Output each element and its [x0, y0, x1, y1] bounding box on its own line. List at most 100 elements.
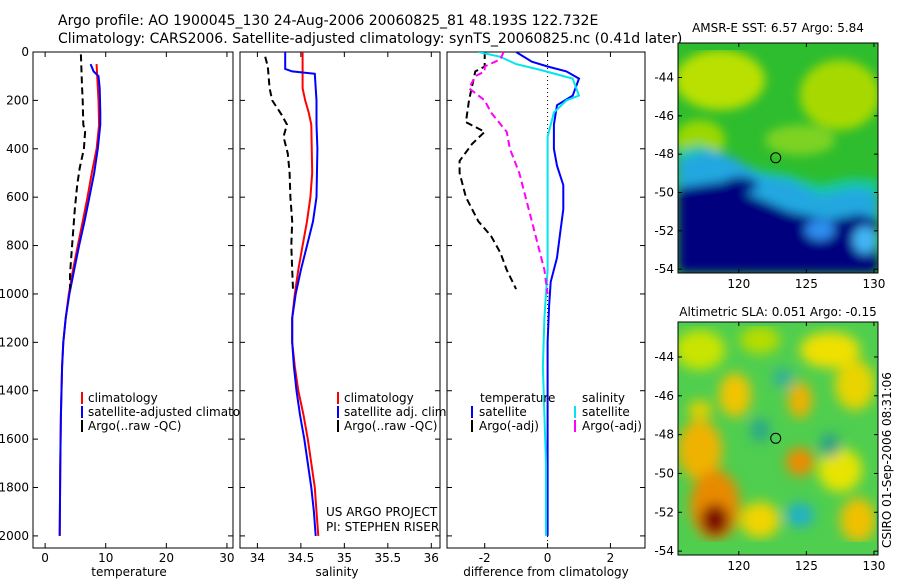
sst-lat-axis: -44 -46 -48 -50 -52 -54 — [654, 71, 878, 276]
x-tick-label: 35.5 — [374, 551, 401, 565]
legend-argo: Argo(..raw -QC) — [344, 419, 437, 433]
lat-tick-label: -46 — [654, 389, 674, 403]
x-tick-label: 20 — [159, 551, 174, 565]
y-tick-label: 1800 — [0, 481, 29, 495]
sla-lat-axis: -44 -46 -48 -50 -52 -54 — [654, 350, 878, 558]
difference-legend: temperature salinity satellite Argo(-adj… — [471, 391, 642, 433]
lat-tick-label: -54 — [654, 544, 674, 558]
lon-tick-label: 130 — [862, 559, 885, 573]
temperature-legend: climatology satellite-adjusted climatolo… — [81, 391, 258, 433]
x-tick-label: 36 — [424, 551, 439, 565]
salinity-series — [264, 52, 320, 536]
argo-position-marker — [770, 432, 782, 444]
lon-tick-label: 130 — [862, 277, 885, 291]
lat-tick-label: -50 — [654, 466, 674, 480]
y-tick-label: 400 — [6, 142, 29, 156]
legend-satellite-adj: satellite adj. clim. — [344, 405, 450, 419]
sla-map-title: Altimetric SLA: 0.051 Argo: -0.15 — [679, 305, 876, 319]
y-tick-label: 600 — [6, 190, 29, 204]
y-tick-label: 200 — [6, 93, 29, 107]
x-tick-label: 34.5 — [288, 551, 315, 565]
sla-field — [678, 322, 878, 555]
lon-tick-label: 125 — [795, 277, 818, 291]
legend-temp-satellite: satellite — [479, 405, 527, 419]
sst-lon-axis: 120 125 130 — [727, 43, 885, 291]
series-line-satellite-adjusted-climatolog — [58, 63, 102, 536]
y-tick-label: 1600 — [0, 432, 29, 446]
series-line-salinity-satellite — [478, 52, 581, 536]
y-tick-label: 1400 — [0, 384, 29, 398]
salinity-y-ticks — [240, 51, 440, 537]
legend-satellite-adjusted: satellite-adjusted climatolog — [88, 405, 258, 419]
y-tick-label: 800 — [6, 239, 29, 253]
sla-map: Altimetric SLA: 0.051 Argo: -0.15 — [654, 305, 885, 573]
lat-tick-label: -48 — [654, 428, 674, 442]
temperature-x-axis: 0 10 20 30 — [41, 52, 235, 565]
lon-tick-label: 120 — [727, 559, 750, 573]
lon-tick-label: 120 — [727, 277, 750, 291]
series-line-climatology — [291, 52, 320, 536]
x-tick-label: 35 — [337, 551, 352, 565]
temperature-plot: 0 200 400 600 800 1000 1200 1400 1600 1800 2000 0 1… — [0, 45, 258, 579]
sst-map-title: AMSR-E SST: 6.57 Argo: 5.84 — [692, 21, 864, 35]
x-tick-label: 30 — [219, 551, 234, 565]
lat-tick-label: -48 — [654, 147, 674, 161]
difference-plot: -2 0 2 difference from climatology tempera… — [446, 51, 646, 579]
project-note-line-1: US ARGO PROJECT — [326, 505, 438, 519]
lat-tick-label: -44 — [654, 71, 674, 85]
x-tick-label: 0 — [544, 551, 552, 565]
difference-xlabel: difference from climatology — [463, 565, 629, 579]
y-tick-label: 1200 — [0, 335, 29, 349]
salinity-x-axis: 34 34.5 35 35.5 36 — [250, 52, 439, 565]
temperature-xlabel: temperature — [91, 565, 166, 579]
salinity-legend: climatology satellite adj. clim. Argo(..… — [337, 391, 450, 433]
series-line-satellite-adj-clim- — [284, 52, 319, 536]
project-note-line-2: PI: STEPHEN RISER — [326, 520, 439, 534]
legend-argo: Argo(..raw -QC) — [88, 419, 181, 433]
timestamp: CSIRO 01-Sep-2006 08:31:06 — [880, 372, 894, 548]
x-tick-label: 10 — [98, 551, 113, 565]
salinity-axes-box — [239, 51, 441, 549]
x-tick-label: 0 — [41, 551, 49, 565]
legend-sal-satellite: satellite — [582, 405, 630, 419]
legend-temp-argo: Argo(-adj) — [479, 419, 539, 433]
series-line-temperature-satellite — [515, 52, 581, 536]
temperature-axes-box — [32, 51, 234, 549]
depth-axis: 0 200 400 600 800 1000 1200 1400 1600 1800 2000 — [0, 45, 233, 543]
lat-tick-label: -46 — [654, 109, 674, 123]
y-tick-label: 1000 — [0, 287, 29, 301]
salinity-plot: 34 34.5 35 35.5 36 salinity climatology sate… — [239, 51, 450, 579]
lat-tick-label: -52 — [654, 505, 674, 519]
sla-axes-box — [677, 321, 879, 556]
temperature-series — [58, 54, 102, 536]
header-line-2: Climatology: CARS2006. Satellite-adjuste… — [58, 31, 682, 47]
sst-field — [678, 43, 878, 273]
legend-salinity-header: salinity — [582, 391, 625, 405]
legend-climatology: climatology — [88, 391, 158, 405]
lat-tick-label: -54 — [654, 262, 674, 276]
sst-map: AMSR-E SST: 6.57 Argo: 5.84 -44 -46 -48 -50… — [654, 21, 885, 291]
x-tick-label: -2 — [479, 551, 491, 565]
difference-series — [458, 52, 581, 536]
lon-tick-label: 125 — [795, 559, 818, 573]
series-line-argo-raw-qc- — [69, 54, 87, 290]
lat-tick-label: -50 — [654, 186, 674, 200]
difference-y-ticks — [447, 51, 645, 537]
sla-lon-axis: 120 125 130 — [727, 322, 885, 573]
legend-temperature-header: temperature — [480, 391, 555, 405]
legend-climatology: climatology — [344, 391, 414, 405]
y-tick-label: 2000 — [0, 529, 29, 543]
sst-axes-box — [677, 42, 879, 274]
x-tick-label: 34 — [250, 551, 265, 565]
x-tick-label: 2 — [607, 551, 615, 565]
series-line-salinity-argo-adj- — [467, 52, 549, 295]
lat-tick-label: -44 — [654, 350, 674, 364]
lat-tick-label: -52 — [654, 224, 674, 238]
series-line-argo-raw-qc- — [264, 56, 294, 290]
legend-sal-argo: Argo(-adj) — [582, 419, 642, 433]
argo-position-marker — [770, 152, 782, 164]
y-tick-label: 0 — [21, 45, 29, 59]
header-line-1: Argo profile: AO 1900045_130 24-Aug-2006… — [58, 13, 598, 29]
salinity-xlabel: salinity — [315, 565, 358, 579]
